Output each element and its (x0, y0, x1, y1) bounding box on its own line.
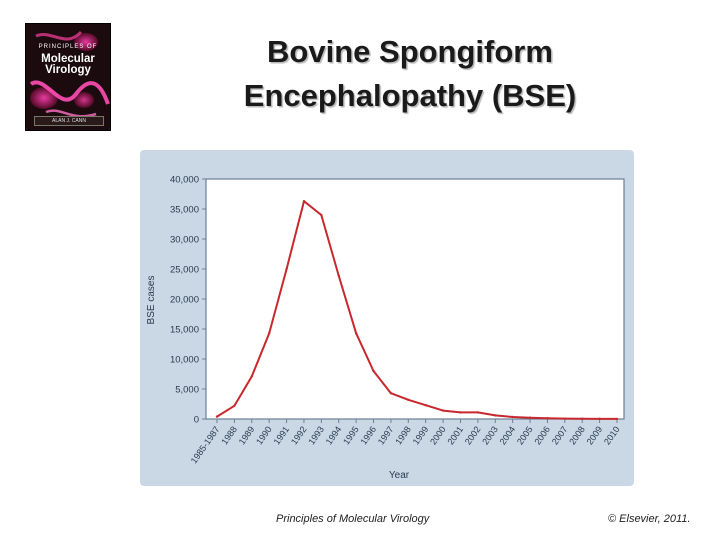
virus-artwork (26, 24, 110, 130)
data-point (511, 415, 514, 419)
y-tick-label: 0 (194, 415, 199, 426)
data-point (494, 414, 497, 417)
bse-cases-line (216, 200, 617, 420)
data-point (581, 417, 584, 420)
x-tick-label: 2008 (567, 424, 587, 446)
slide-title: Bovine Spongiform Encephalopathy (BSE) (180, 30, 640, 118)
data-point (441, 409, 445, 412)
y-tick-label: 35,000 (170, 205, 199, 216)
x-tick-label: 2010 (602, 424, 622, 446)
data-point (528, 416, 532, 419)
data-point (546, 417, 549, 420)
y-tick-label: 30,000 (170, 235, 199, 246)
y-tick-label: 20,000 (170, 295, 199, 306)
data-point (598, 417, 601, 421)
data-point (424, 404, 427, 407)
x-tick-label: 2004 (498, 424, 518, 446)
x-axis-label: Year (389, 470, 410, 481)
x-tick-label: 1991 (272, 424, 292, 446)
x-tick-label: 2005 (515, 424, 535, 446)
data-point (476, 411, 480, 414)
data-point (389, 392, 393, 395)
x-tick-label: 1992 (289, 424, 309, 446)
data-point (302, 200, 306, 203)
slide-title-line-2: Encephalopathy (BSE) (243, 78, 577, 113)
x-tick-label: 1990 (254, 424, 274, 446)
x-tick-label: 1999 (411, 424, 431, 446)
data-point (407, 398, 410, 401)
plot-area (205, 178, 625, 420)
data-point (563, 417, 567, 420)
y-tick-label: 15,000 (170, 325, 199, 336)
x-tick-label: 1996 (358, 424, 378, 446)
footer-book-title: Principles of Molecular Virology (276, 513, 430, 525)
data-point (615, 417, 619, 421)
y-tick-label: 5,000 (175, 385, 199, 396)
data-point (459, 411, 462, 414)
data-point (233, 404, 236, 407)
data-point (354, 332, 358, 335)
y-axis-label: BSE cases (146, 276, 157, 325)
data-point (215, 415, 219, 418)
footer-copyright: © Elsevier, 2011. (608, 513, 691, 525)
x-tick-label: 1997 (376, 424, 396, 446)
y-tick-label: 40,000 (170, 175, 199, 186)
data-point (337, 274, 340, 277)
data-point (250, 375, 253, 378)
x-tick-label: 2000 (428, 424, 448, 446)
book-cover-line-1: PRINCIPLES OF (38, 44, 98, 50)
x-tick-label: 1989 (237, 424, 257, 446)
x-tick-label: 1993 (306, 424, 326, 446)
chart-frame: 0 5,000 10,000 15,000 20,000 25,000 30,000 35,0… (140, 150, 634, 486)
book-cover-line-2: Molecular (41, 53, 95, 65)
data-point (285, 267, 288, 271)
book-cover-line-3: Virology (45, 64, 91, 76)
bse-cases-chart: 0 5,000 10,000 15,000 20,000 25,000 30,000 35,0… (146, 175, 625, 481)
x-tick-label: 2009 (585, 424, 605, 446)
x-tick-label: 1994 (324, 424, 344, 446)
book-cover-image: PRINCIPLES OF Molecular Virology ALAN J.… (25, 23, 111, 131)
data-point (372, 369, 375, 373)
x-tick-label: 2001 (445, 424, 465, 446)
x-tick-label: 2002 (463, 424, 483, 446)
x-tick-label: 2007 (550, 424, 570, 446)
x-tick-label: 1998 (393, 424, 413, 446)
data-point (320, 213, 323, 217)
book-cover-author: ALAN J. CANN (34, 116, 104, 126)
x-tick-label: 2003 (480, 424, 500, 446)
x-tick-label: 2006 (532, 424, 552, 446)
y-tick-label: 10,000 (170, 355, 199, 366)
data-point (267, 332, 271, 335)
y-tick-label: 25,000 (170, 265, 199, 276)
x-tick-label: 1985-1987 (189, 424, 222, 465)
slide-title-line-1: Bovine Spongiform (267, 34, 553, 69)
x-tick-label: 1995 (341, 424, 361, 446)
x-tick-label: 1988 (219, 424, 239, 446)
